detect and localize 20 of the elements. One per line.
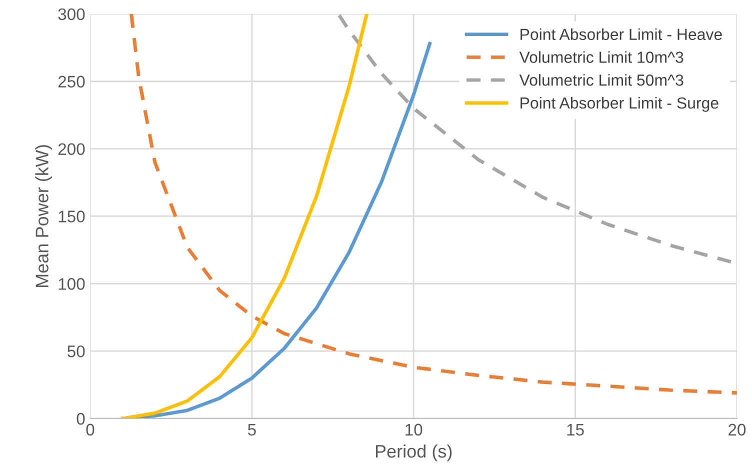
- x-axis-title: Period (s): [376, 444, 452, 462]
- x-tick-label: 10: [406, 424, 422, 436]
- y-tick-label: 200: [58, 143, 85, 156]
- legend-label: Volumetric Limit 10m^3: [519, 51, 684, 63]
- legend-label: Volumetric Limit 50m^3: [519, 74, 684, 86]
- legend-label: Point Absorber Limit - Surge: [520, 96, 718, 112]
- line-series: [120, 14, 368, 418]
- y-tick-label: 300: [58, 8, 85, 20]
- x-tick-label: 5: [248, 424, 256, 436]
- y-tick-label: 150: [58, 210, 85, 222]
- y-tick-label: 50: [68, 345, 85, 358]
- y-tick-label: 0: [76, 412, 85, 425]
- line-series: [130, 14, 737, 395]
- x-tick-label: 20: [728, 424, 746, 436]
- y-tick-label: 100: [58, 278, 85, 290]
- y-axis-title: Mean Power (kW): [35, 145, 52, 287]
- x-tick-label: 15: [567, 424, 584, 436]
- x-tick-label: 0: [86, 424, 94, 436]
- y-tick-label: 250: [58, 76, 85, 88]
- legend-label: Point Absorber Limit - Heave: [520, 28, 722, 40]
